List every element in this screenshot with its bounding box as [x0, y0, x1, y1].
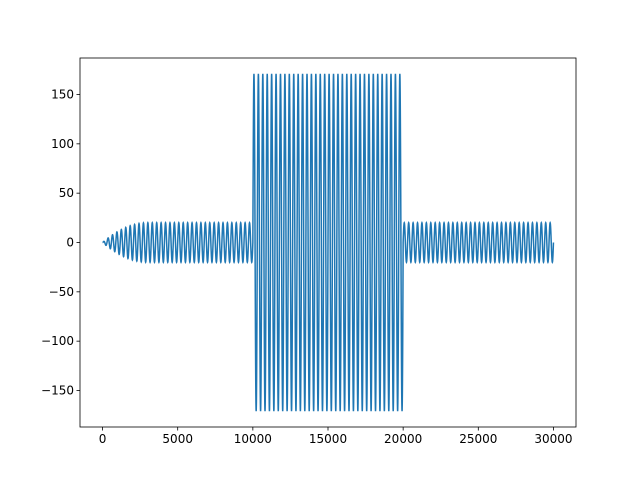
x-tick-label: 30000: [534, 432, 572, 446]
y-tick-label: 100: [51, 137, 74, 151]
x-tick-label: 0: [99, 432, 107, 446]
y-tick-label: −100: [41, 334, 74, 348]
axis-ticks: 0 5000 10000 15000 20000 25000 30000 −150 −100 −5…: [41, 88, 573, 446]
axes-frame: [79, 57, 577, 428]
series-line: [102, 73, 555, 412]
x-tick-label: 15000: [309, 432, 347, 446]
y-tick-label: 0: [66, 236, 74, 250]
y-tick-label: 50: [59, 186, 74, 200]
x-tick-label: 10000: [234, 432, 272, 446]
y-tick-label: −150: [41, 383, 74, 397]
y-tick-label: −50: [49, 285, 74, 299]
x-tick-label: 25000: [459, 432, 497, 446]
x-tick-label: 5000: [162, 432, 193, 446]
y-tick-label: 150: [51, 88, 74, 102]
plot-area: [102, 73, 555, 412]
x-tick-label: 20000: [384, 432, 422, 446]
